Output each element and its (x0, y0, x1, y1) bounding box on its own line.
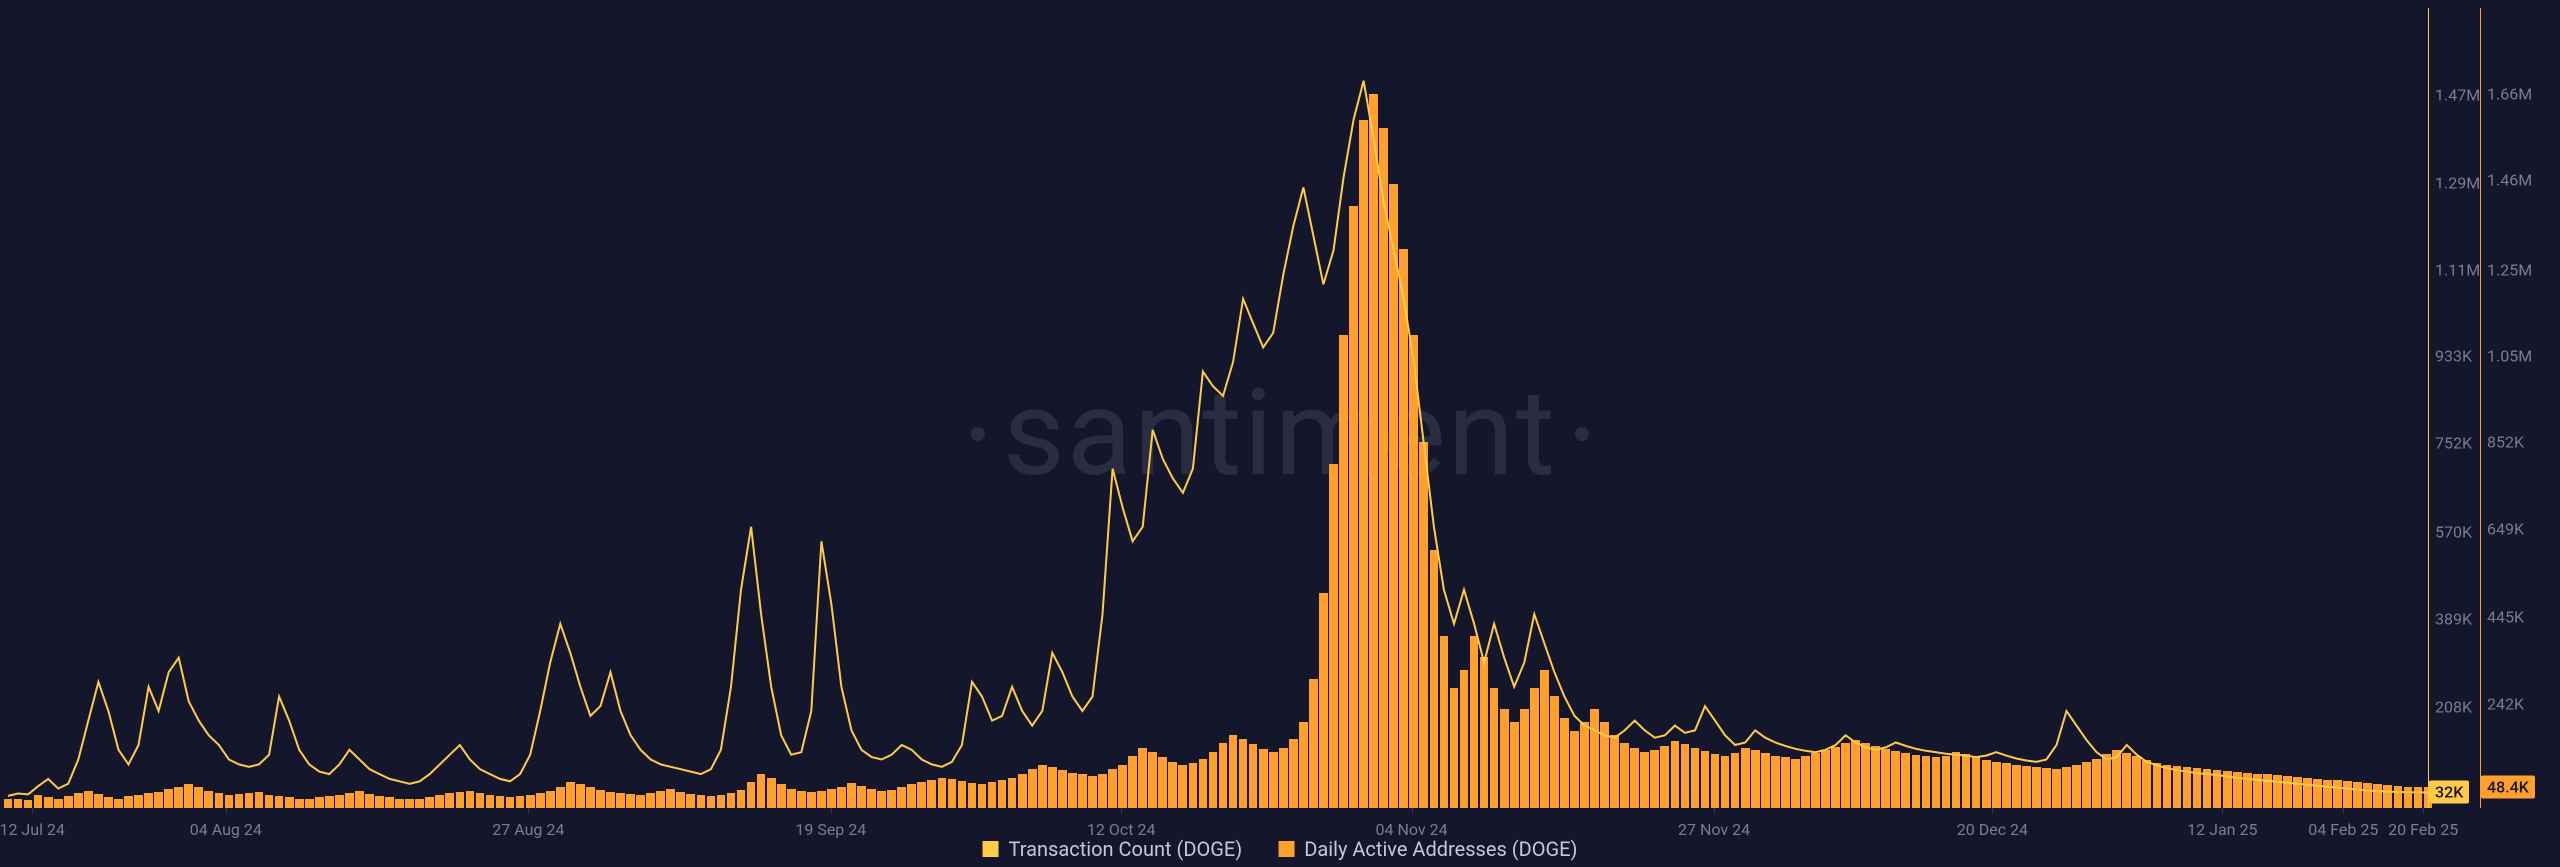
legend-swatch (1278, 841, 1294, 857)
legend-swatch (983, 841, 999, 857)
y-tick-label: 1.25M (2487, 261, 2532, 280)
x-tick-line (2222, 808, 2223, 814)
y-tick-label: 649K (2487, 519, 2524, 538)
x-tick-label: 12 Jan 25 (2187, 820, 2257, 839)
y-tick-label: 1.47M (2435, 86, 2480, 105)
current-value-badge: 32K (2429, 781, 2469, 804)
y-tick-label: 1.05M (2487, 347, 2532, 366)
legend-item-daily-active-addresses[interactable]: Daily Active Addresses (DOGE) (1278, 837, 1577, 861)
y-tick-label: 208K (2435, 698, 2472, 717)
current-value-badge: 48.4K (2481, 776, 2535, 799)
legend: Transaction Count (DOGE) Daily Active Ad… (983, 837, 1578, 861)
x-tick-label: 27 Nov 24 (1678, 820, 1750, 839)
x-tick-line (226, 808, 227, 814)
x-tick-line (831, 808, 832, 814)
x-tick-line (2343, 808, 2344, 814)
x-tick-line (528, 808, 529, 814)
x-tick-line (1412, 808, 1413, 814)
x-tick-label: 20 Dec 24 (1957, 820, 2028, 839)
x-tick-label: 12 Jul 24 (0, 820, 65, 839)
y-axis-daily-active-addresses: 1.66M 1.46M 1.25M 1.05M 852K 649K 445K 242K 48.4… (2480, 8, 2532, 808)
x-tick-line (1714, 808, 1715, 814)
y-tick-label: 852K (2487, 432, 2524, 451)
x-tick-label: 04 Aug 24 (190, 820, 262, 839)
y-tick-label: 242K (2487, 694, 2524, 713)
line-path[interactable] (8, 81, 2428, 796)
x-tick-label: 04 Feb 25 (2308, 820, 2378, 839)
x-tick-label: 19 Sep 24 (795, 820, 866, 839)
y-tick-label: 570K (2435, 522, 2472, 541)
legend-label: Transaction Count (DOGE) (1009, 837, 1243, 861)
y-axis-transaction-count: 1.47M 1.29M 1.11M 933K 752K 570K 389K 208K 32K (2428, 8, 2480, 808)
legend-label: Daily Active Addresses (DOGE) (1304, 837, 1577, 861)
legend-item-transaction-count[interactable]: Transaction Count (DOGE) (983, 837, 1243, 861)
chart-container: santiment 1.47M1.29M1.11M933K752K570K389… (0, 0, 2560, 867)
y-tick-label: 1.66M (2487, 85, 2532, 104)
y-tick-label: 389K (2435, 610, 2472, 629)
y-tick-label: 1.11M (2435, 260, 2480, 279)
x-tick-line (1992, 808, 1993, 814)
y-tick-label: 1.46M (2487, 171, 2532, 190)
y-tick-label: 1.29M (2435, 173, 2480, 192)
x-tick-line (32, 808, 33, 814)
plot-area[interactable] (8, 8, 2428, 808)
x-tick-label: 20 Feb 25 (2388, 820, 2458, 839)
y-tick-label: 933K (2435, 346, 2472, 365)
line-layer (8, 8, 2428, 808)
y-tick-label: 752K (2435, 434, 2472, 453)
y-tick-label: 445K (2487, 607, 2524, 626)
x-tick-line (2423, 808, 2424, 814)
x-axis: 12 Jul 2404 Aug 2427 Aug 2419 Sep 2412 O… (8, 808, 2428, 838)
x-tick-label: 27 Aug 24 (492, 820, 564, 839)
x-tick-line (1121, 808, 1122, 814)
